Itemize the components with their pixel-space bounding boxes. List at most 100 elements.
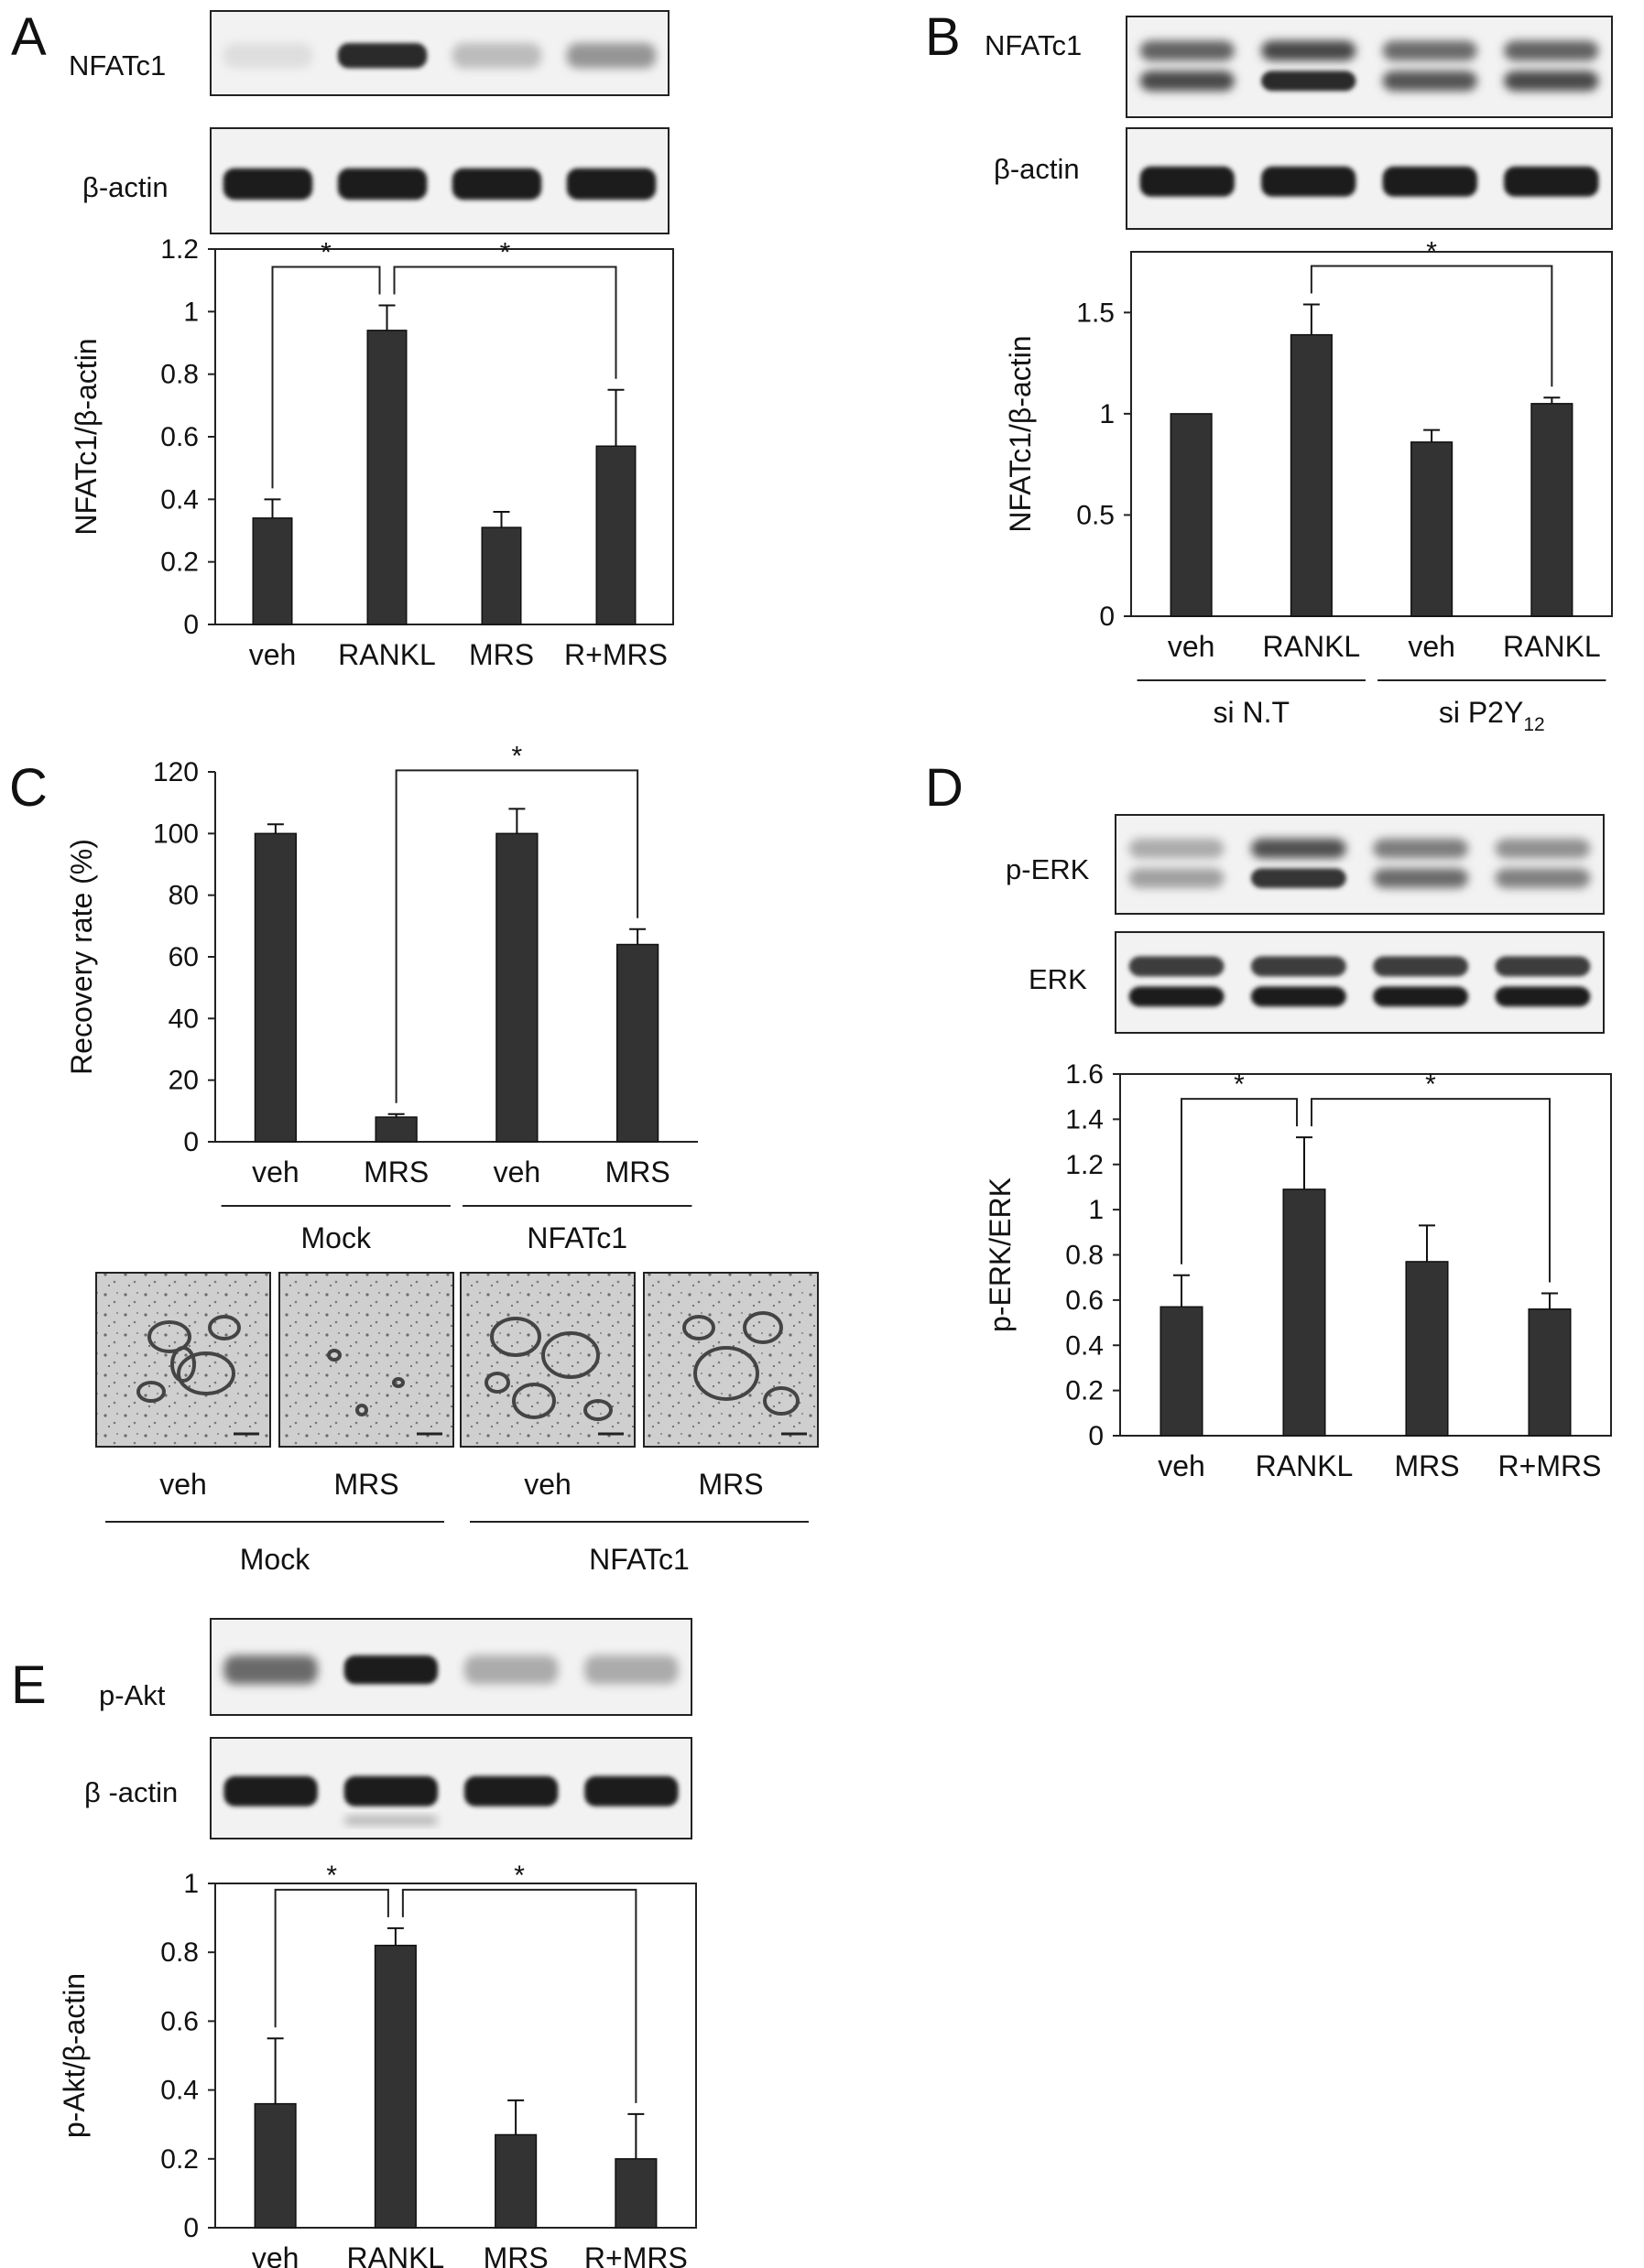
blot-frame xyxy=(1115,931,1605,1034)
y-axis-label: NFATc1/β-actin xyxy=(1004,335,1037,532)
panel-e-letter: E xyxy=(11,1655,47,1715)
significance-bracket xyxy=(1310,265,1553,387)
bar xyxy=(1405,1261,1449,1437)
micrograph-label: MRS xyxy=(333,1468,398,1501)
blot-band xyxy=(1128,838,1225,859)
x-tick-label: MRS xyxy=(605,1156,670,1188)
panel-b-blot-2 xyxy=(1126,127,1613,230)
bar xyxy=(495,2133,538,2229)
x-tick-label: RANKL xyxy=(1263,630,1361,663)
cell-outline xyxy=(208,1315,241,1340)
bar xyxy=(1170,413,1213,617)
x-tick-label: veh xyxy=(1168,630,1215,663)
significance-star: * xyxy=(514,1861,525,1891)
panel-d-blot-2 xyxy=(1115,931,1605,1034)
y-tick-label: 0.8 xyxy=(1065,1241,1104,1271)
y-axis-label: NFATc1/β-actin xyxy=(70,338,103,535)
panel-e-blot-2-label: β -actin xyxy=(84,1776,178,1808)
significance-bracket xyxy=(395,769,639,1103)
micrograph-label: MRS xyxy=(698,1468,763,1501)
y-tick-label: 0 xyxy=(183,2213,199,2243)
micrograph xyxy=(278,1272,454,1448)
x-tick-label: RANKL xyxy=(1503,630,1601,663)
blot-band xyxy=(1128,956,1225,977)
y-tick-label: 1 xyxy=(1099,399,1115,429)
cell-outline xyxy=(147,1320,191,1353)
blot-band xyxy=(343,1775,439,1807)
y-tick-label: 100 xyxy=(153,819,199,849)
bar xyxy=(254,2102,297,2229)
y-tick-label: 1.2 xyxy=(1065,1150,1104,1180)
significance-star: * xyxy=(512,741,523,771)
y-tick-label: 40 xyxy=(169,1004,199,1034)
blot-frame xyxy=(1115,814,1605,915)
blot-band xyxy=(1504,166,1599,197)
cell-outline xyxy=(136,1381,166,1403)
blot-band xyxy=(566,168,657,201)
x-tick-label: veh xyxy=(1158,1449,1205,1482)
x-tick-label: veh xyxy=(1408,630,1455,663)
panel-e-blot-1 xyxy=(210,1618,692,1716)
cell-outline xyxy=(170,1346,196,1383)
x-tick-label: RANKL xyxy=(347,2241,445,2268)
cell-outline xyxy=(177,1351,235,1395)
blot-band xyxy=(463,1655,559,1685)
y-tick-label: 1.2 xyxy=(160,234,199,265)
significance-star: * xyxy=(321,238,332,268)
group-label: Mock xyxy=(301,1221,372,1254)
cell-outline xyxy=(541,1331,600,1379)
y-tick-label: 1 xyxy=(1088,1195,1104,1225)
blot-band xyxy=(1495,986,1591,1007)
blot-band xyxy=(1504,40,1599,61)
cell-outline xyxy=(743,1311,783,1344)
y-tick-label: 0.2 xyxy=(160,2144,199,2175)
bar xyxy=(615,943,659,1143)
group-label: si N.T xyxy=(1213,696,1290,729)
cell-outline xyxy=(484,1372,510,1394)
y-tick-label: 0.6 xyxy=(1065,1286,1104,1316)
bar xyxy=(1290,333,1333,617)
y-tick-label: 0.5 xyxy=(1076,500,1115,530)
y-tick-label: 60 xyxy=(169,942,199,972)
micrograph xyxy=(460,1272,636,1448)
cell-outline xyxy=(327,1349,342,1362)
panel-e-chart: 0 0.2 0.4 0.6 0.8 1 p-Akt/β-actin veh RANKL MRS R+… xyxy=(58,1861,697,2268)
bar xyxy=(495,832,539,1143)
panel-d-chart: 0 0.2 0.4 0.6 0.8 1 1.2 1.4 1.6 p-ERK/ERK veh RANKL… xyxy=(984,1059,1612,1482)
y-axis-label: p-Akt/β-actin xyxy=(58,1973,91,2138)
cell-outline xyxy=(512,1383,556,1419)
significance-bracket xyxy=(393,266,617,379)
cell-outline xyxy=(392,1377,405,1388)
x-tick-label: MRS xyxy=(469,638,534,671)
x-tick-label: MRS xyxy=(484,2241,549,2268)
significance-bracket xyxy=(1181,1098,1298,1264)
panel-b-blot-1-label: NFATc1 xyxy=(985,29,1082,61)
blot-band xyxy=(1373,868,1469,888)
panel-b-blot-1 xyxy=(1126,16,1613,118)
y-tick-label: 1.5 xyxy=(1076,298,1115,328)
group-label: si P2Y12 xyxy=(1439,696,1545,735)
blot-band xyxy=(452,168,542,201)
y-tick-label: 80 xyxy=(169,881,199,911)
cell-outline xyxy=(355,1404,368,1416)
y-axis-label: Recovery rate (%) xyxy=(65,839,98,1075)
y-tick-label: 0.8 xyxy=(160,1937,199,1968)
blot-band xyxy=(1139,166,1235,197)
bar xyxy=(1530,403,1573,617)
blot-band xyxy=(1250,838,1346,859)
blot-band xyxy=(223,42,313,69)
x-tick-label: veh xyxy=(249,638,297,671)
cell-outline xyxy=(490,1317,541,1357)
blot-band xyxy=(1382,40,1477,61)
panel-d-blot-1 xyxy=(1115,814,1605,915)
blot-band xyxy=(343,1655,439,1685)
bar xyxy=(1410,441,1453,617)
significance-star: * xyxy=(1425,1069,1436,1100)
y-tick-label: 0.4 xyxy=(160,484,199,515)
y-tick-label: 0.2 xyxy=(1065,1376,1104,1406)
x-tick-label: RANKL xyxy=(1256,1449,1354,1482)
blot-band xyxy=(1373,986,1469,1007)
x-tick-label: R+MRS xyxy=(564,638,668,671)
blot-band xyxy=(1139,71,1235,92)
